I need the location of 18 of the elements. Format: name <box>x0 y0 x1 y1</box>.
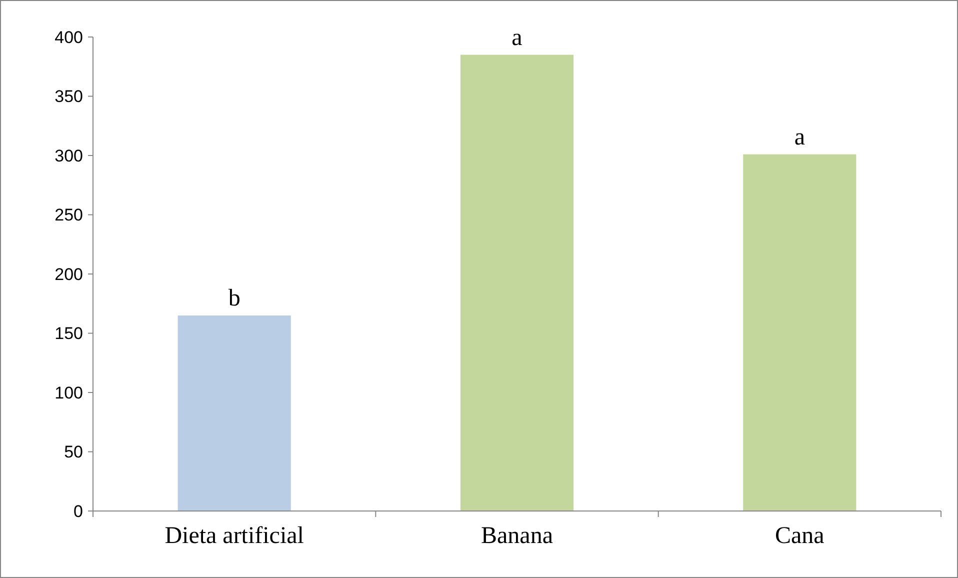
bar <box>743 154 856 511</box>
annotation: a <box>794 124 806 150</box>
y-tick-label: 300 <box>54 146 83 166</box>
y-tick-label: 250 <box>54 206 83 225</box>
bar <box>178 315 291 511</box>
y-tick-label: 50 <box>64 442 83 462</box>
y-tick-label: 200 <box>54 264 83 284</box>
y-tick-label: 150 <box>54 324 83 344</box>
annotation: a <box>512 24 523 51</box>
x-tick-label: Dieta artificial <box>164 523 304 549</box>
bar <box>460 54 574 511</box>
x-tick-label: Banana <box>481 523 554 549</box>
y-tick-label: 350 <box>54 87 83 106</box>
y-tick-label: 0 <box>74 502 83 521</box>
annotation: b <box>228 285 240 312</box>
x-tick-label: Cana <box>775 523 825 549</box>
y-tick-label: 100 <box>54 383 83 402</box>
y-tick-label: 400 <box>54 28 83 47</box>
